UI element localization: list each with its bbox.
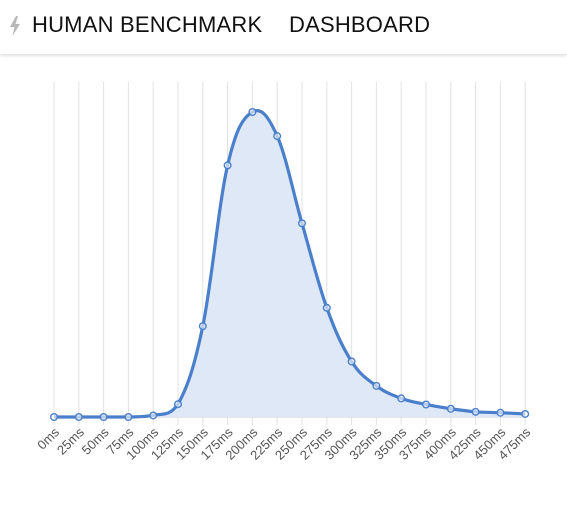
data-point xyxy=(173,400,182,409)
data-point xyxy=(397,394,406,403)
data-points xyxy=(50,108,530,422)
brand-link[interactable]: HUMAN BENCHMARK xyxy=(32,12,263,37)
x-tick-label: 50ms xyxy=(79,424,112,457)
distribution-chart-svg: 0ms25ms50ms75ms100ms125ms150ms175ms200ms… xyxy=(34,82,534,463)
data-point xyxy=(74,413,83,422)
data-point xyxy=(99,413,108,422)
top-navigation-bar: HUMAN BENCHMARK DASHBOARD xyxy=(0,0,567,54)
data-point xyxy=(446,404,455,413)
data-point xyxy=(347,357,356,366)
data-point xyxy=(273,132,282,141)
data-point xyxy=(248,108,257,117)
data-point xyxy=(198,322,207,331)
data-point xyxy=(298,219,307,228)
data-point xyxy=(496,408,505,417)
lightning-bolt-icon xyxy=(10,16,20,36)
nav-dashboard-link[interactable]: DASHBOARD xyxy=(289,12,431,37)
data-point xyxy=(322,303,331,312)
distribution-area xyxy=(54,110,526,417)
data-point xyxy=(149,411,158,420)
x-axis-labels: 0ms25ms50ms75ms100ms125ms150ms175ms200ms… xyxy=(34,424,534,463)
data-point xyxy=(372,381,381,390)
distribution-line xyxy=(53,109,526,419)
data-point xyxy=(223,161,232,170)
data-point xyxy=(124,413,133,422)
data-point xyxy=(422,400,431,409)
data-point xyxy=(50,413,59,422)
reaction-time-chart: 0ms 25ms 50ms 75ms 100ms 125ms 150ms 175ms 200ms… xyxy=(0,54,567,511)
data-point xyxy=(471,407,480,416)
x-tick-label: 25ms xyxy=(54,424,87,457)
data-point xyxy=(521,409,530,418)
